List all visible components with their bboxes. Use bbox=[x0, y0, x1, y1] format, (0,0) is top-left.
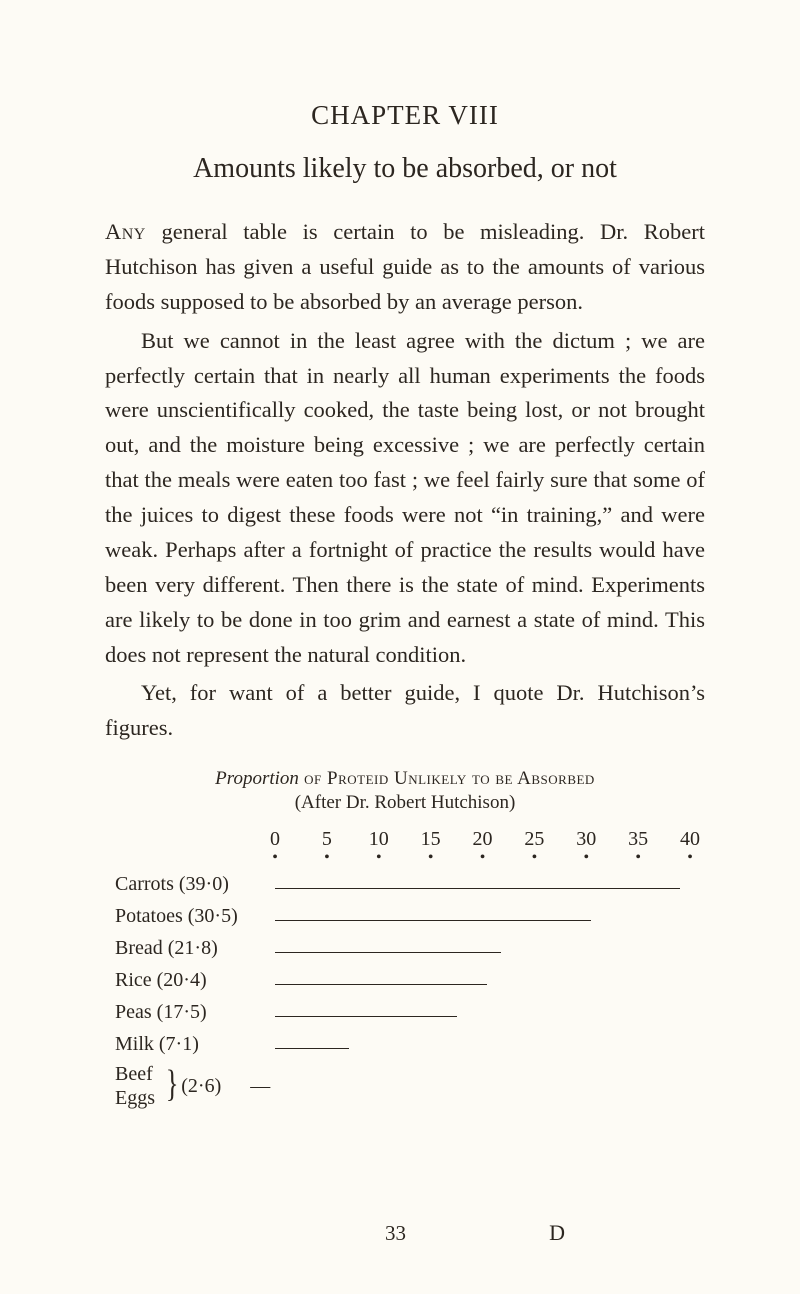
tick-label: 5 bbox=[322, 828, 332, 850]
paragraph-1-rest: general table is certain to be misleadin… bbox=[105, 219, 705, 314]
tick-label: 30 bbox=[576, 828, 596, 850]
chart-title-rest: of Proteid Unlikely to be Absorbed bbox=[299, 768, 595, 789]
tick-label: 10 bbox=[369, 828, 389, 850]
scale-tick: 20 • bbox=[473, 828, 493, 863]
bracket-item-0: Beef bbox=[115, 1063, 153, 1085]
tick-dot: • bbox=[473, 853, 493, 863]
scale-tick: 25 • bbox=[524, 828, 544, 863]
scale-tick: 40 • bbox=[680, 828, 700, 863]
row-label: Bread (21·8) bbox=[115, 937, 218, 960]
row-bar bbox=[275, 952, 501, 953]
tick-dot: • bbox=[369, 853, 389, 863]
bracket-item-1: Eggs bbox=[115, 1087, 155, 1109]
tick-label: 40 bbox=[680, 828, 700, 850]
tick-label: 35 bbox=[628, 828, 648, 850]
scale-tick: 0• bbox=[270, 828, 280, 863]
tick-label: 20 bbox=[473, 828, 493, 850]
chapter-title: CHAPTER VIII bbox=[105, 100, 705, 131]
scale-tick: 35 • bbox=[628, 828, 648, 863]
row-bar bbox=[275, 1016, 457, 1017]
brace-icon: } bbox=[166, 1073, 179, 1096]
row-label: Peas (17·5) bbox=[115, 1001, 207, 1024]
scale-tick: 30 • bbox=[576, 828, 596, 863]
tick-dot: • bbox=[524, 853, 544, 863]
page-number: 33 bbox=[385, 1221, 406, 1246]
row-label: Potatoes (30·5) bbox=[115, 905, 238, 928]
tick-dot: • bbox=[322, 853, 332, 863]
page: CHAPTER VIII Amounts likely to be absorb… bbox=[0, 0, 800, 1294]
chart-scale: 0•5•10•15•20•25•30•35•40• bbox=[115, 828, 695, 868]
tick-dot: • bbox=[270, 853, 280, 863]
tick-dot: • bbox=[421, 853, 441, 863]
chart-subtitle: (After Dr. Robert Hutchison) bbox=[105, 792, 705, 814]
bracket-dash: — bbox=[250, 1074, 270, 1098]
tick-dot: • bbox=[576, 853, 596, 863]
paragraph-1: Any general table is certain to be misle… bbox=[105, 215, 705, 320]
tick-dot: • bbox=[680, 853, 700, 863]
scale-tick: 5• bbox=[322, 828, 332, 863]
chart-row: Rice (20·4) bbox=[115, 964, 695, 996]
page-footer: 33 D bbox=[105, 1220, 705, 1246]
chapter-subtitle: Amounts likely to be absorbed, or not bbox=[105, 153, 705, 185]
bracket-value-label: (2·6) bbox=[181, 1074, 221, 1098]
row-bar bbox=[275, 888, 680, 889]
chart-row: Milk (7·1) bbox=[115, 1028, 695, 1060]
paragraph-1-lead: Any bbox=[105, 219, 146, 244]
scale-tick: 10 • bbox=[369, 828, 389, 863]
chart-row: Peas (17·5) bbox=[115, 996, 695, 1028]
scale-tick: 15 • bbox=[421, 828, 441, 863]
tick-dot: • bbox=[628, 853, 648, 863]
paragraph-3: Yet, for want of a better guide, I quote… bbox=[105, 676, 705, 746]
tick-label: 25 bbox=[524, 828, 544, 850]
chart-bracket-row: Beef Eggs }(2·6) — bbox=[115, 1062, 695, 1110]
paragraph-2: But we cannot in the least agree with th… bbox=[105, 324, 705, 673]
chart-title-italic-lead: Proportion bbox=[215, 768, 299, 789]
chart-row: Bread (21·8) bbox=[115, 932, 695, 964]
row-label: Carrots (39·0) bbox=[115, 873, 229, 896]
chart-row: Carrots (39·0) bbox=[115, 868, 695, 900]
signature-mark: D bbox=[549, 1220, 565, 1246]
row-label: Milk (7·1) bbox=[115, 1033, 199, 1056]
tick-label: 15 bbox=[421, 828, 441, 850]
row-bar bbox=[275, 1048, 349, 1049]
chart-area: 0•5•10•15•20•25•30•35•40• Carrots (39·0)… bbox=[115, 828, 695, 1110]
row-label: Rice (20·4) bbox=[115, 969, 207, 992]
tick-label: 0 bbox=[270, 828, 280, 850]
chart-title: Proportion of Proteid Unlikely to be Abs… bbox=[105, 768, 705, 790]
row-bar bbox=[275, 984, 487, 985]
chart-rows: Carrots (39·0) Potatoes (30·5) Bread (21·8… bbox=[115, 868, 695, 1060]
row-bar bbox=[275, 920, 591, 921]
bracket-items: Beef Eggs bbox=[115, 1062, 163, 1110]
chart-row: Potatoes (30·5) bbox=[115, 900, 695, 932]
